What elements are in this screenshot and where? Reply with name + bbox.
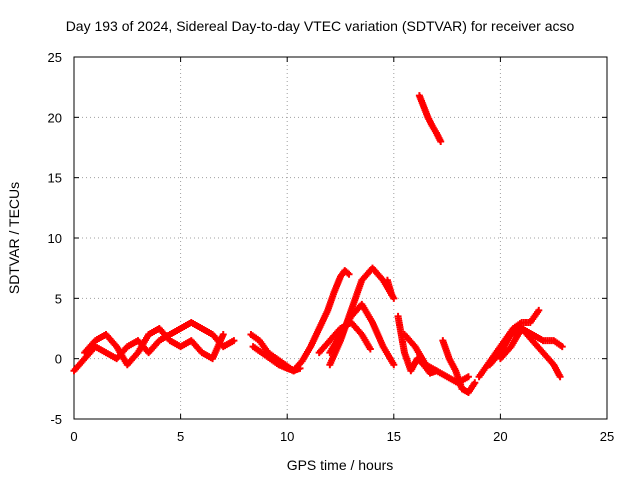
data-point <box>390 361 398 369</box>
x-axis-label: GPS time / hours <box>287 457 394 473</box>
y-tick-label: 20 <box>48 110 62 125</box>
y-axis-label: SDTVAR / TECUs <box>6 182 22 294</box>
series-sat-m <box>415 92 445 145</box>
x-tick-label: 25 <box>600 429 614 444</box>
data-point <box>366 345 374 353</box>
data-point <box>471 379 479 387</box>
series-sat-i <box>383 276 396 299</box>
x-tick-label: 20 <box>493 429 507 444</box>
data-point <box>345 270 353 278</box>
data-point <box>230 337 238 345</box>
chart-title: Day 193 of 2024, Sidereal Day-to-day VTE… <box>65 18 575 34</box>
plot-frame <box>73 56 608 420</box>
data-point <box>535 306 543 314</box>
series-sat-e <box>290 267 353 375</box>
data-point <box>390 294 398 302</box>
data-point <box>388 291 396 299</box>
x-tick-label: 0 <box>70 429 77 444</box>
series-sat-l <box>439 337 479 396</box>
y-tick-label: -5 <box>50 412 62 427</box>
grid-lines <box>74 57 607 419</box>
series-sat-b <box>81 325 227 369</box>
x-tick-label: 5 <box>177 429 184 444</box>
data-point <box>556 373 564 381</box>
data-point <box>219 331 227 339</box>
axis-ticks: 0 5 10 15 20 25 -5 0 5 10 15 20 25 <box>48 50 615 444</box>
y-tick-label: 25 <box>48 50 62 65</box>
series-sat-g <box>315 318 374 357</box>
y-tick-label: 10 <box>48 231 62 246</box>
x-tick-label: 10 <box>280 429 294 444</box>
data-point <box>464 373 472 381</box>
y-tick-label: 15 <box>48 171 62 186</box>
x-tick-label: 15 <box>387 429 401 444</box>
series-sat-d <box>249 343 298 375</box>
y-tick-label: 0 <box>55 352 62 367</box>
data-point <box>558 343 566 351</box>
data-point <box>437 137 445 145</box>
series-sat-p <box>496 325 566 363</box>
y-tick-label: 5 <box>55 291 62 306</box>
data-points <box>70 92 566 396</box>
series-sat-a <box>70 318 238 375</box>
